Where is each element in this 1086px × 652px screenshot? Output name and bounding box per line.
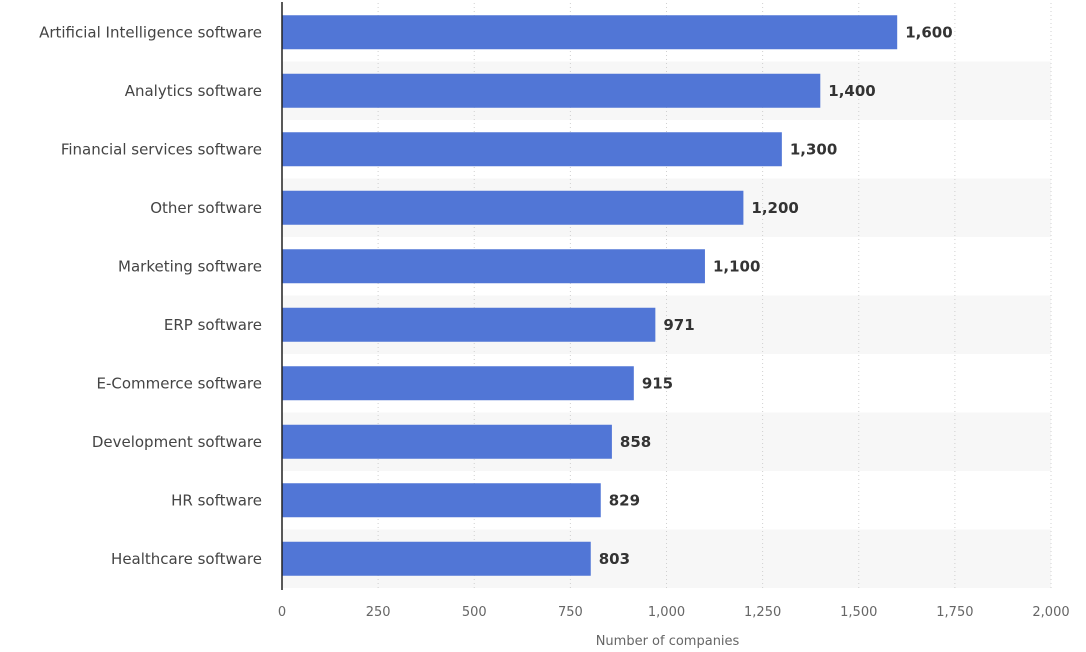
category-label: Artificial Intelligence software <box>39 23 262 41</box>
bar[interactable] <box>282 424 612 459</box>
value-label: 1,300 <box>790 140 837 158</box>
tick-label: 1,500 <box>840 605 877 620</box>
bar[interactable] <box>282 190 744 225</box>
value-labels: 1,600 1,400 1,300 1,200 1,100 971 915 858 829 803 <box>599 23 953 568</box>
tick-label: 0 <box>278 605 286 620</box>
category-label: Other software <box>150 199 262 217</box>
category-label: Healthcare software <box>111 550 262 568</box>
category-label: Analytics software <box>125 82 262 100</box>
bar[interactable] <box>282 15 898 50</box>
category-label: Financial services software <box>61 140 262 158</box>
bar[interactable] <box>282 366 634 401</box>
bar[interactable] <box>282 483 601 518</box>
tick-labels: 0 250 500 750 1,000 1,250 1,500 1,750 2,000 <box>278 605 1070 620</box>
value-label: 1,200 <box>751 199 798 217</box>
tick-label: 1,750 <box>936 605 973 620</box>
tick-label: 500 <box>462 605 487 620</box>
bar[interactable] <box>282 307 656 342</box>
value-label: 803 <box>599 550 630 568</box>
bars <box>282 15 898 576</box>
tick-label: 750 <box>558 605 583 620</box>
tick-label: 1,000 <box>648 605 685 620</box>
gridlines <box>377 3 1052 588</box>
bar[interactable] <box>282 73 821 108</box>
value-label: 1,100 <box>713 257 760 275</box>
value-label: 971 <box>663 316 694 334</box>
tick-label: 1,250 <box>744 605 781 620</box>
category-labels: Artificial Intelligence software Analytic… <box>39 23 262 568</box>
bar[interactable] <box>282 132 782 167</box>
bar[interactable] <box>282 249 705 284</box>
category-label: Development software <box>92 433 262 451</box>
value-label: 1,400 <box>828 82 875 100</box>
value-label: 1,600 <box>905 23 952 41</box>
category-label: E-Commerce software <box>97 374 263 392</box>
value-label: 829 <box>609 491 640 509</box>
category-label: ERP software <box>164 316 262 334</box>
value-label: 858 <box>620 433 651 451</box>
category-label: HR software <box>171 491 262 509</box>
value-label: 915 <box>642 374 673 392</box>
x-axis-title: Number of companies <box>596 634 740 649</box>
tick-label: 250 <box>366 605 391 620</box>
category-label: Marketing software <box>118 257 262 275</box>
tick-label: 2,000 <box>1032 605 1069 620</box>
bar[interactable] <box>282 541 591 576</box>
